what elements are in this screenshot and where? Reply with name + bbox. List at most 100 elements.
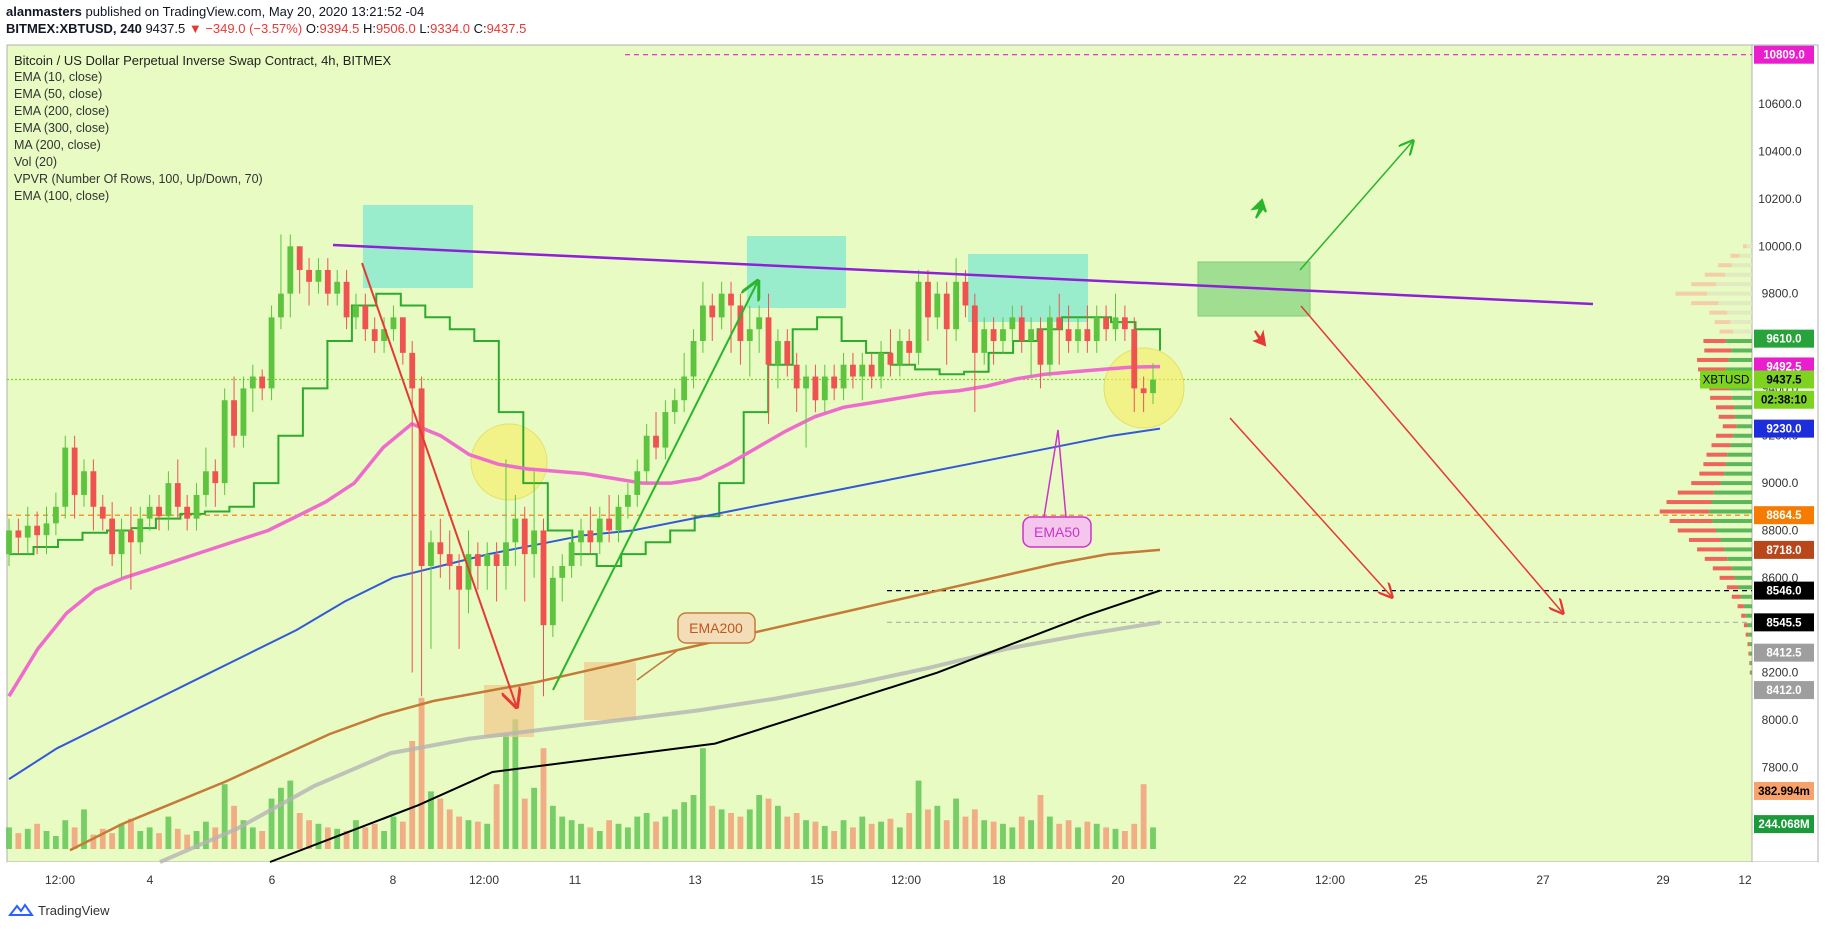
candle-body: [212, 471, 219, 484]
close-value: 9437.5: [486, 21, 527, 36]
vp-down-row: [1675, 291, 1707, 296]
arrow-rally[interactable]: [552, 283, 757, 691]
candle-body: [718, 293, 725, 318]
vp-up-row: [1727, 310, 1752, 315]
candle-body: [699, 305, 706, 342]
descending-trendline[interactable]: [332, 243, 1594, 306]
vp-down-row: [1677, 490, 1714, 495]
symbol-label: BITMEX:XBTUSD, 240: [6, 21, 142, 36]
candle-body: [793, 364, 800, 389]
volume-bar: [231, 805, 237, 849]
vp-up-row: [1727, 556, 1752, 561]
highlight-circle-1[interactable]: [470, 423, 548, 501]
candle-body: [568, 542, 575, 566]
price-tag-bg: [1754, 419, 1814, 438]
volume-bar: [615, 823, 622, 849]
volume-bar: [756, 795, 763, 849]
candle-body: [109, 518, 116, 555]
candle-body: [1150, 379, 1156, 394]
volume-bar: [109, 833, 116, 849]
time-tick-label: 4: [147, 873, 154, 887]
candle-body: [1009, 317, 1016, 330]
candle-body: [934, 293, 941, 318]
candle-body: [775, 341, 781, 365]
volume-bar: [99, 828, 106, 849]
price-tag-bg: [1754, 681, 1814, 700]
vp-down-row: [1706, 452, 1728, 457]
vp-down-row: [1719, 575, 1735, 580]
vp-down-row: [1697, 357, 1729, 362]
volume-bar: [296, 813, 303, 849]
volume-bar: [559, 816, 566, 849]
resistance-zone-2[interactable]: [747, 236, 846, 308]
arrow-bear-target[interactable]: [1300, 305, 1562, 612]
study-vpvr[interactable]: VPVR (Number Of Rows, 100, Up/Down, 70): [14, 172, 263, 186]
volume-bar: [943, 820, 950, 849]
candle-body: [259, 376, 266, 389]
author-name[interactable]: alanmasters: [6, 4, 82, 19]
volume-bar: [990, 821, 997, 849]
vp-up-row: [1720, 537, 1752, 542]
resistance-zone-3[interactable]: [968, 254, 1088, 322]
study-ema10[interactable]: EMA (10, close): [14, 70, 103, 84]
time-axis[interactable]: [7, 862, 1818, 892]
candle-body: [859, 364, 866, 377]
price-tag-symbol-bg: [1700, 370, 1752, 389]
candle-body: [418, 388, 425, 566]
high-label: H:: [362, 21, 376, 36]
candle-body: [465, 554, 472, 590]
support-zone-1[interactable]: [484, 685, 534, 737]
support-zone-2[interactable]: [584, 662, 636, 720]
vp-down-row: [1711, 443, 1731, 448]
vp-up-row: [1733, 329, 1752, 334]
candle-body: [6, 530, 12, 555]
volume-bar: [24, 828, 31, 849]
arrow-bull-target[interactable]: [1299, 142, 1412, 271]
candle-body: [606, 518, 613, 531]
vp-up-row: [1711, 500, 1752, 505]
study-ema200[interactable]: EMA (200, close): [14, 104, 110, 118]
candle-body: [887, 352, 894, 365]
study-ma200[interactable]: MA (200, close): [14, 138, 101, 152]
volume-bar: [512, 719, 519, 849]
price-tick-label: 10000.0: [1758, 239, 1802, 253]
vp-up-row: [1748, 632, 1752, 637]
arrow-drop[interactable]: [361, 262, 516, 705]
candle-body: [503, 542, 509, 566]
chart-pane[interactable]: [6, 44, 1753, 863]
ema200-callout[interactable]: [677, 612, 756, 644]
vp-down-row: [1718, 414, 1735, 419]
candle-body: [578, 530, 584, 543]
volume-bar: [690, 795, 697, 849]
vp-up-row: [1734, 414, 1752, 419]
vp-down-row: [1677, 528, 1716, 533]
study-vol[interactable]: Vol (20): [14, 155, 58, 169]
time-tick-label: 27: [1536, 873, 1550, 887]
vp-down-row: [1709, 310, 1728, 315]
arrow-bear-alt[interactable]: [1229, 417, 1391, 596]
study-ema100[interactable]: EMA (100, close): [14, 189, 110, 203]
volume-bar: [381, 831, 387, 849]
study-ema50[interactable]: EMA (50, close): [14, 87, 103, 101]
price-axis[interactable]: [1751, 44, 1819, 863]
price-tag-value: 9230.0: [1766, 424, 1801, 436]
candle-body: [127, 530, 134, 543]
candle-body: [446, 554, 453, 566]
study-ema300[interactable]: EMA (300, close): [14, 121, 110, 135]
ema50-callout-text: EMA50: [1034, 524, 1080, 540]
chart-title: Bitcoin / US Dollar Perpetual Inverse Sw…: [14, 53, 392, 68]
candle-body: [1056, 317, 1063, 330]
candle-body: [99, 506, 106, 519]
candle-body: [681, 376, 688, 401]
ema50-callout[interactable]: [1022, 516, 1092, 548]
volume-bar: [634, 816, 641, 849]
candle-body: [399, 317, 406, 353]
candle-body: [15, 530, 22, 538]
volume-bar: [343, 831, 350, 849]
candle-body: [1131, 329, 1138, 389]
volume-bar: [718, 809, 725, 849]
candle-body: [868, 364, 875, 377]
publish-info: alanmasters published on TradingView.com…: [6, 4, 424, 19]
